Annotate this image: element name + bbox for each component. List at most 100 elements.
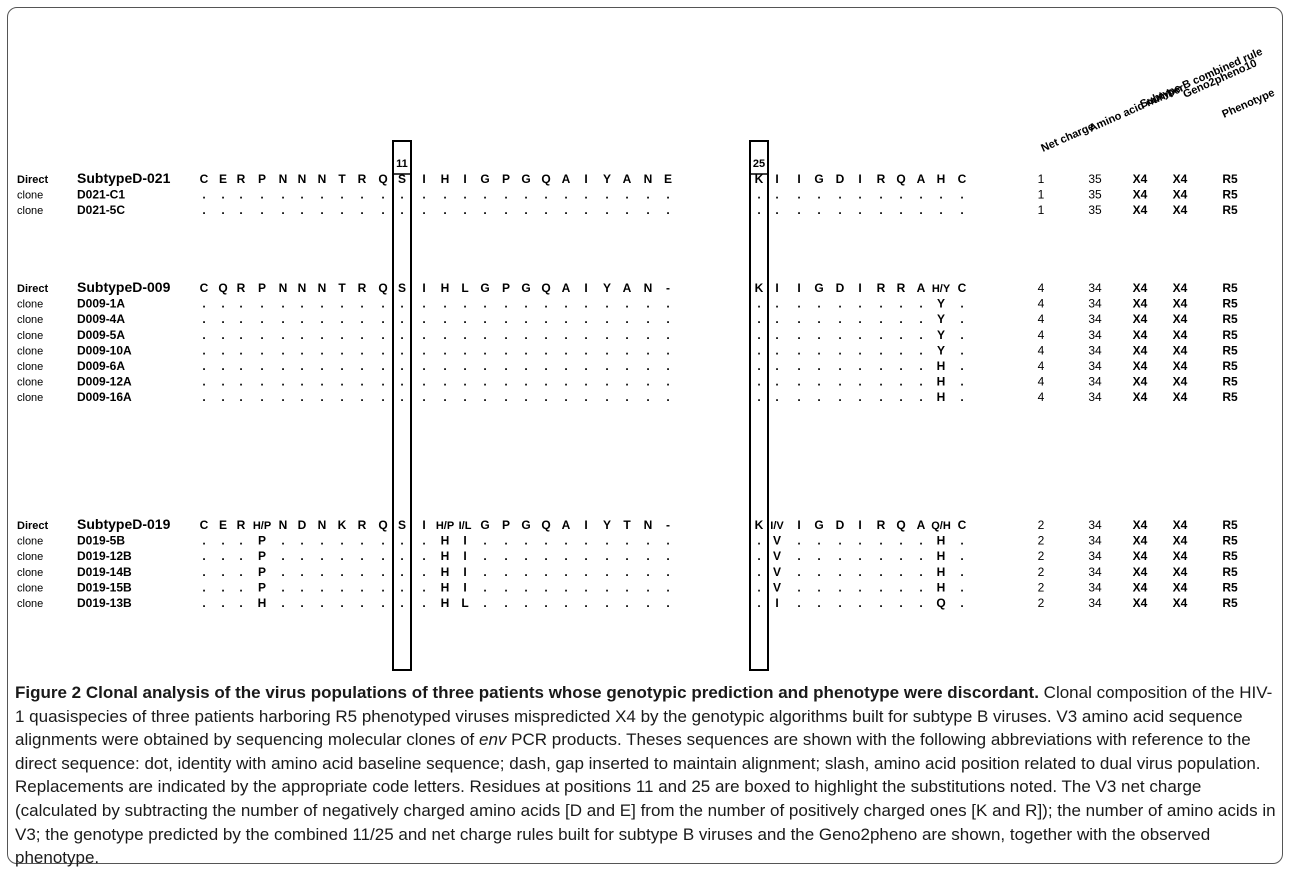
residue: A <box>623 281 632 295</box>
aa-number: 34 <box>1088 534 1102 548</box>
row-name: D021-C1 <box>77 188 125 202</box>
subtype-b-rule: X4 <box>1133 359 1148 373</box>
residue: . <box>400 534 403 548</box>
residue: I <box>422 518 425 532</box>
residue: . <box>666 549 669 563</box>
residue: . <box>757 565 760 579</box>
residue: . <box>879 188 882 202</box>
residue: . <box>625 596 628 610</box>
net-charge: 4 <box>1038 359 1045 373</box>
residue: . <box>300 565 303 579</box>
residue: . <box>625 188 628 202</box>
aa-number: 34 <box>1088 297 1102 311</box>
residue: - <box>666 281 670 295</box>
subtype-b-rule: X4 <box>1133 580 1148 594</box>
residue: . <box>646 297 649 311</box>
residue: . <box>320 312 323 326</box>
geno2pheno: X4 <box>1173 203 1188 217</box>
residue: T <box>623 518 631 532</box>
residue: . <box>564 312 567 326</box>
residue: . <box>817 297 820 311</box>
row-type-label: clone <box>17 392 43 404</box>
residue: . <box>564 549 567 563</box>
residue: . <box>524 549 527 563</box>
residue: . <box>320 359 323 373</box>
net-charge: 4 <box>1038 281 1045 295</box>
residue: . <box>899 343 902 357</box>
residue: . <box>757 312 760 326</box>
residue: H/P <box>436 520 454 532</box>
residue: . <box>300 359 303 373</box>
residue: . <box>239 565 242 579</box>
residue: . <box>422 565 425 579</box>
residue: . <box>817 534 820 548</box>
row-name: D019-13B <box>77 596 132 610</box>
residue: . <box>260 343 263 357</box>
residue: P <box>258 534 266 548</box>
residue: . <box>524 565 527 579</box>
residue: N <box>279 281 288 295</box>
residue: . <box>239 580 242 594</box>
residue: . <box>605 565 608 579</box>
residue: D <box>836 518 845 532</box>
residue: V <box>773 549 781 563</box>
residue: G <box>521 281 530 295</box>
phenotype: R5 <box>1222 312 1238 326</box>
residue: . <box>666 343 669 357</box>
row-name: D019-12B <box>77 549 132 563</box>
residue: . <box>757 390 760 404</box>
net-charge: 2 <box>1038 549 1045 563</box>
residue: . <box>797 580 800 594</box>
residue: . <box>443 375 446 389</box>
residue: . <box>340 328 343 342</box>
residue: . <box>483 390 486 404</box>
residue: . <box>221 343 224 357</box>
residue: . <box>879 549 882 563</box>
aa-number: 34 <box>1088 375 1102 389</box>
aa-number: 34 <box>1088 565 1102 579</box>
residue: . <box>221 534 224 548</box>
residue: . <box>260 390 263 404</box>
residue: A <box>562 518 571 532</box>
residue: . <box>564 359 567 373</box>
residue: . <box>960 297 963 311</box>
residue: . <box>564 534 567 548</box>
aa-number: 34 <box>1088 359 1102 373</box>
header-phenotype: Phenotype <box>1220 87 1276 121</box>
residue: . <box>939 203 942 217</box>
residue: . <box>584 297 587 311</box>
residue: . <box>221 549 224 563</box>
residue: Q <box>936 596 945 610</box>
residue: . <box>625 549 628 563</box>
row-name: D009-6A <box>77 359 125 373</box>
residue: I <box>584 281 587 295</box>
residue: I/V <box>770 520 784 532</box>
residue: . <box>360 343 363 357</box>
residue: . <box>483 549 486 563</box>
net-charge: 2 <box>1038 580 1045 594</box>
residue: . <box>340 312 343 326</box>
residue: H <box>937 565 946 579</box>
residue: A <box>562 281 571 295</box>
position-label-11: 11 <box>396 158 408 170</box>
residue: . <box>960 188 963 202</box>
residue: . <box>504 343 507 357</box>
residue: . <box>817 549 820 563</box>
residue: . <box>483 359 486 373</box>
residue: . <box>817 343 820 357</box>
residue: P <box>258 549 266 563</box>
row-name: SubtypeD-009 <box>77 279 171 295</box>
phenotype: R5 <box>1222 203 1238 217</box>
residue: . <box>646 375 649 389</box>
phenotype: R5 <box>1222 359 1238 373</box>
residue: . <box>202 297 205 311</box>
residue: . <box>483 534 486 548</box>
residue: I <box>797 281 800 295</box>
residue: . <box>320 534 323 548</box>
residue: . <box>775 359 778 373</box>
residue: . <box>340 390 343 404</box>
residue: . <box>422 375 425 389</box>
residue: . <box>605 343 608 357</box>
residue: . <box>919 390 922 404</box>
residue: . <box>757 343 760 357</box>
